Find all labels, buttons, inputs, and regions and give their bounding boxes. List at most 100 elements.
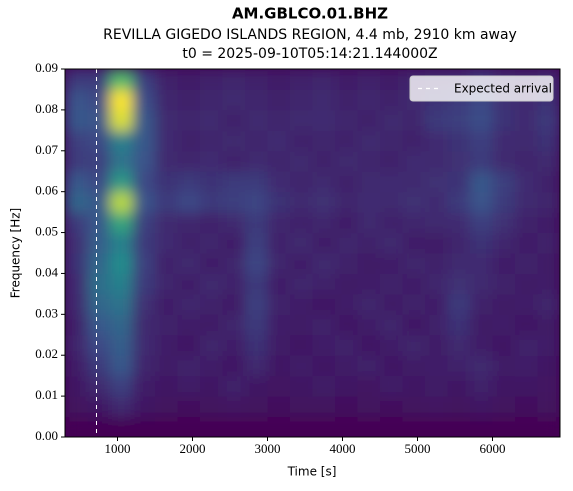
cell [267,253,291,274]
cell [447,150,471,172]
cell [245,396,268,418]
cell [380,293,403,315]
cell [515,171,538,193]
cell [222,293,246,315]
cell [132,232,156,254]
cell [155,273,178,295]
cell [447,171,471,193]
cell [357,253,381,274]
cell [110,89,133,111]
cell [515,273,538,295]
cell [155,375,178,397]
cell [132,253,156,274]
cell [492,191,516,213]
cell [267,375,291,397]
cell [357,334,381,356]
axes-frame [64,68,561,438]
cell [245,89,268,111]
cell [312,130,336,152]
cell [402,171,426,193]
y-axis-label: Frequency [Hz] [9,208,23,299]
cell [267,273,291,295]
cell [380,355,403,377]
cell [200,232,223,254]
cell [492,212,516,234]
cell [267,355,291,377]
cell [290,69,313,90]
cell [312,314,336,336]
cell [470,212,493,234]
cell [357,150,381,172]
cell [65,171,88,193]
cell [132,130,156,152]
cell [87,314,111,336]
cell [537,314,560,336]
cell [335,416,358,437]
cell [492,416,516,437]
cell [222,334,246,356]
overlay: 1000 2000 3000 4000 5000 6000 0.00 0.01 0.02 0.03… [35,60,561,456]
cell [447,191,471,213]
cell [155,89,178,111]
cell [357,314,381,336]
cell [470,191,493,213]
cell [200,293,223,315]
cell [132,171,156,193]
y-tick-label: 0.09 [35,60,58,75]
cell [87,130,111,152]
cell [312,212,336,234]
cell [155,253,178,274]
cell [155,109,178,131]
cell [132,293,156,315]
cell [155,334,178,356]
y-tick-label: 0.08 [35,101,58,116]
cell [267,109,291,131]
cell [312,253,336,274]
cell [290,334,313,356]
y-tick-label: 0.02 [35,346,58,361]
cell [110,171,133,193]
cell [470,355,493,377]
cell [177,355,201,377]
cell [492,232,516,254]
cell [110,191,133,213]
cell [155,314,178,336]
cell [245,253,268,274]
cell [380,130,403,152]
cell [425,212,448,234]
cell [177,191,201,213]
cell [357,69,381,90]
cell [335,375,358,397]
cell [515,150,538,172]
cell [515,396,538,418]
cell [470,273,493,295]
cell [290,109,313,131]
cell [132,191,156,213]
cell [447,334,471,356]
cell [65,355,88,377]
cell [65,191,88,213]
cell [402,314,426,336]
cell [222,253,246,274]
cell [357,171,381,193]
cell [357,396,381,418]
cell [267,293,291,315]
y-tick-label: 0.06 [35,183,58,198]
cell [380,150,403,172]
cell [537,334,560,356]
cell [110,69,133,90]
cell [492,253,516,274]
cell [312,355,336,377]
cell [537,232,560,254]
cell [222,273,246,295]
cell [155,130,178,152]
cell [515,109,538,131]
cell [132,150,156,172]
cell [425,191,448,213]
cell [357,109,381,131]
cell [515,293,538,315]
cell [335,109,358,131]
cell [312,191,336,213]
x-tick-label: 3000 [255,441,281,456]
